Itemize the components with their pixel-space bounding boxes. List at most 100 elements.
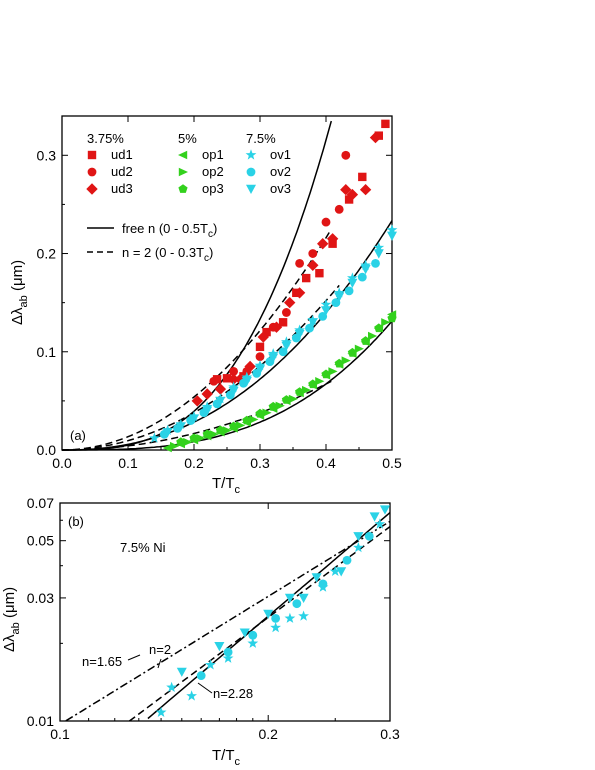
data-point-ov3 xyxy=(284,593,295,603)
legend-dashed-label: n = 2 (0 - 0.3Tc) xyxy=(122,245,213,264)
data-point-ov1 xyxy=(294,324,305,335)
data-point-ov2 xyxy=(318,579,328,589)
data-point-ov3 xyxy=(307,318,318,328)
panel-b-y-axis-title: Δλab (μm) xyxy=(1,587,22,652)
data-point-ov1 xyxy=(201,401,213,412)
data-point-ov1 xyxy=(222,652,234,663)
x-tick-label: 0.5 xyxy=(382,455,402,471)
fit-line-solid xyxy=(62,220,393,451)
data-point-op2 xyxy=(183,437,193,447)
data-point-ud3 xyxy=(244,360,256,373)
data-point-ov2 xyxy=(271,613,281,623)
legend-marker-ov3 xyxy=(246,184,256,194)
data-point-op3 xyxy=(202,429,212,439)
x-tick-label: 0.4 xyxy=(316,455,336,471)
fit-line-solid xyxy=(62,320,393,451)
data-point-ov3 xyxy=(176,667,187,677)
data-point-op2 xyxy=(209,430,219,439)
data-point-ov3 xyxy=(360,265,371,275)
data-point-op1 xyxy=(162,443,172,453)
data-point-ov2 xyxy=(318,311,328,321)
data-point-ud2 xyxy=(281,308,291,317)
y-tick-label: 0.07 xyxy=(27,495,54,511)
data-point-ud3 xyxy=(346,188,359,201)
data-point-ud1 xyxy=(381,119,390,129)
data-point-ov3 xyxy=(387,231,397,241)
data-point-op2 xyxy=(249,415,259,424)
data-point-ov3 xyxy=(255,365,265,375)
legend-group-header: 7.5% xyxy=(246,131,276,146)
data-point-ov3 xyxy=(281,341,292,351)
data-point-ov3 xyxy=(162,428,173,438)
data-point-ud1 xyxy=(358,172,367,182)
data-point-ov3 xyxy=(336,567,347,577)
data-point-ov2 xyxy=(305,323,314,333)
data-point-ud2 xyxy=(321,217,331,227)
data-point-op2 xyxy=(368,331,378,341)
data-point-ud3 xyxy=(257,331,269,343)
data-point-ov2 xyxy=(278,347,288,357)
data-point-op2 xyxy=(341,356,351,365)
data-point-ov1 xyxy=(353,542,364,553)
data-point-ov3 xyxy=(268,353,279,363)
annotation-n165: n=1.65 xyxy=(82,654,122,669)
data-point-op2 xyxy=(222,426,232,435)
data-point-ov3 xyxy=(202,406,213,416)
panel-b: 0.1 0.2 0.3 0.01 0.03 0.05 0.07 (b) 7.5% Ni n=… xyxy=(1,495,400,768)
data-point-op3 xyxy=(255,408,265,418)
data-point-ov3 xyxy=(334,292,345,302)
data-point-ov3 xyxy=(347,278,358,288)
y-tick-label: 0.01 xyxy=(27,713,54,729)
data-point-ov3 xyxy=(228,386,239,397)
annotation-n2-pointer xyxy=(157,658,162,669)
annotation-n228-pointer xyxy=(197,682,213,694)
data-point-ov2 xyxy=(371,258,380,268)
data-point-op2 xyxy=(275,401,285,410)
data-point-ov3 xyxy=(379,505,390,515)
data-point-ud2 xyxy=(295,258,305,268)
data-point-op3 xyxy=(242,415,252,425)
data-point-ud2 xyxy=(209,376,219,386)
data-point-ud3 xyxy=(369,131,382,144)
data-point-ov2 xyxy=(344,286,354,296)
data-point-ov1 xyxy=(347,272,358,283)
data-point-ud3 xyxy=(293,287,306,299)
legend-marker-op3 xyxy=(178,184,188,193)
legend-marker-ud2 xyxy=(87,167,97,177)
data-point-op3 xyxy=(229,421,239,431)
legend-label-ov2: ov2 xyxy=(270,164,291,179)
data-point-ov3 xyxy=(189,414,199,424)
data-point-ov1 xyxy=(360,259,371,270)
panel-a-data-points xyxy=(149,119,398,453)
y-tick-label: 0.05 xyxy=(27,533,54,549)
annotation-n165-pointer xyxy=(127,654,141,661)
data-point-ov3 xyxy=(215,396,226,406)
data-point-ov1 xyxy=(386,224,398,235)
data-point-op2 xyxy=(315,377,325,386)
data-point-ov3 xyxy=(298,593,309,603)
data-point-ov2 xyxy=(248,630,258,640)
data-point-ud1 xyxy=(278,318,288,327)
data-point-op3 xyxy=(215,425,225,435)
data-point-op2 xyxy=(196,434,206,443)
legend-marker-ov2 xyxy=(246,167,256,177)
data-point-ud3 xyxy=(270,321,283,333)
data-point-ud2 xyxy=(308,249,318,258)
data-point-ov3 xyxy=(353,532,364,542)
panel-b-frame xyxy=(59,502,391,722)
data-point-ov3 xyxy=(175,422,186,432)
y-tick-label: 0.2 xyxy=(37,246,57,262)
data-point-ud1 xyxy=(315,268,324,278)
data-point-ov3 xyxy=(239,628,250,638)
data-point-ov2 xyxy=(331,298,341,308)
data-point-ud2 xyxy=(255,352,265,362)
data-point-ov3 xyxy=(263,609,274,619)
data-point-ov1 xyxy=(333,287,345,298)
data-point-op2 xyxy=(288,394,298,404)
panel-a-ticks: 0.0 0.1 0.2 0.3 0.4 0.5 0.0 0.1 0.2 0.3 xyxy=(37,116,402,471)
data-point-ov1 xyxy=(247,637,259,648)
data-point-ud1 xyxy=(222,374,232,383)
panel-b-title: 7.5% Ni xyxy=(120,540,166,555)
legend-group-header: 3.75% xyxy=(87,131,124,146)
